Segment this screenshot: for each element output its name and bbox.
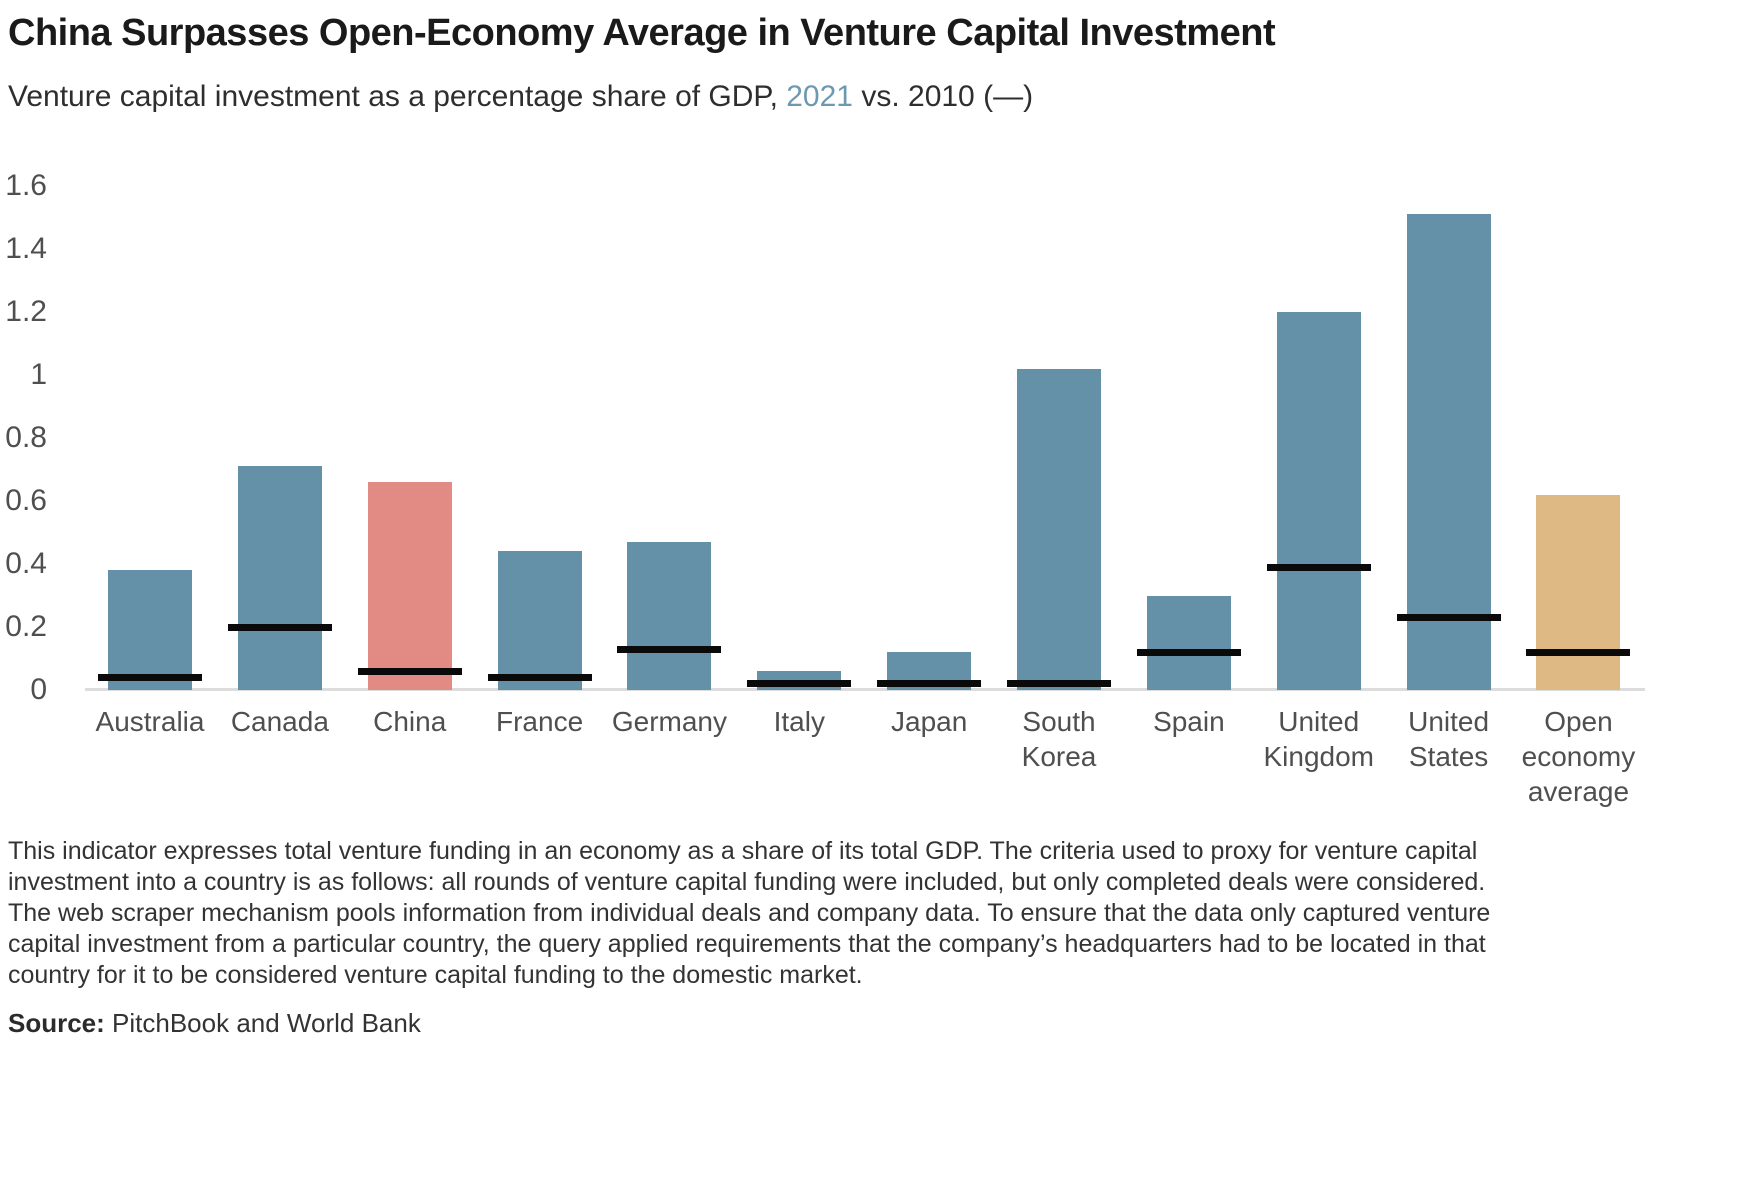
source-line: Source: PitchBook and World Bank xyxy=(8,1008,1408,1039)
marker-2010-south-korea xyxy=(1007,680,1112,688)
bar-2021-spain xyxy=(1146,595,1231,690)
marker-2010-japan xyxy=(877,680,982,688)
y-tick-label-0-4: 0.4 xyxy=(5,547,47,580)
marker-2010-spain xyxy=(1136,648,1241,656)
y-tick-label-1-6: 1.6 xyxy=(5,169,47,202)
y-tick-label-1: 1 xyxy=(30,358,47,391)
marker-2010-open-economy-average xyxy=(1526,648,1631,656)
y-tick-label-0-8: 0.8 xyxy=(5,421,47,454)
x-label-open-economy-average: Open economy average xyxy=(1521,706,1636,807)
x-label-japan: Japan xyxy=(891,706,968,737)
subtitle-prefix: Venture capital investment as a percenta… xyxy=(8,80,787,113)
bar-2021-canada xyxy=(237,466,322,690)
chart-title: China Surpasses Open-Economy Average in … xyxy=(8,12,1276,54)
x-label-france: France xyxy=(496,706,584,737)
bar-2021-south-korea xyxy=(1017,368,1102,690)
y-tick-label-0-2: 0.2 xyxy=(5,610,47,643)
chart-subtitle: Venture capital investment as a percenta… xyxy=(8,80,1708,114)
marker-2010-united-states xyxy=(1396,614,1501,622)
x-axis-line xyxy=(85,688,1645,691)
marker-2010-italy xyxy=(747,680,852,688)
x-label-australia: Australia xyxy=(95,706,205,737)
bar-chart: 0 0.2 0.4 0.6 0.8 1 1.2 1.4 1.6 Australia Canada Ch… xyxy=(0,150,1741,820)
bar-2021-australia xyxy=(108,570,192,690)
bar-2021-united-kingdom xyxy=(1276,312,1361,690)
bar-2021-china xyxy=(367,482,452,690)
x-label-italy: Italy xyxy=(773,706,825,737)
x-label-germany: Germany xyxy=(611,706,728,737)
x-label-china: China xyxy=(373,706,447,737)
x-label-canada: Canada xyxy=(230,706,329,737)
marker-2010-france xyxy=(487,673,592,681)
marker-2010-united-kingdom xyxy=(1266,563,1371,571)
source-text: PitchBook and World Bank xyxy=(104,1008,421,1038)
bar-2021-united-states xyxy=(1406,214,1491,690)
x-label-united-kingdom: United Kingdom xyxy=(1263,706,1374,772)
bar-2021-germany xyxy=(627,541,712,690)
x-label-south-korea: South Korea xyxy=(1021,706,1097,772)
marker-2010-canada xyxy=(227,623,332,631)
y-tick-label-0: 0 xyxy=(30,673,47,706)
x-label-spain: Spain xyxy=(1153,706,1225,737)
subtitle-suffix: vs. 2010 (—) xyxy=(853,80,1034,113)
bar-2021-open-economy-average xyxy=(1536,494,1621,690)
y-tick-label-1-4: 1.4 xyxy=(5,232,47,265)
y-tick-label-1-2: 1.2 xyxy=(5,295,47,328)
bar-2021-france xyxy=(497,551,582,690)
chart-footnote: This indicator expresses total venture f… xyxy=(8,837,1491,989)
source-label: Source: xyxy=(8,1008,105,1038)
subtitle-year-2021: 2021 xyxy=(786,80,853,113)
marker-2010-australia xyxy=(98,673,202,681)
marker-2010-germany xyxy=(617,645,722,653)
y-tick-label-0-6: 0.6 xyxy=(5,484,47,517)
x-label-united-states: United States xyxy=(1408,706,1490,772)
marker-2010-china xyxy=(357,667,462,675)
